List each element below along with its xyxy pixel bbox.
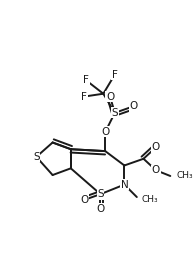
Text: F: F — [112, 70, 118, 80]
Text: O: O — [101, 127, 109, 137]
Text: S: S — [33, 152, 40, 162]
Text: O: O — [152, 142, 160, 152]
Text: F: F — [81, 92, 87, 102]
Text: O: O — [106, 92, 114, 102]
Text: O: O — [96, 204, 105, 214]
Text: CH₃: CH₃ — [177, 171, 194, 180]
Text: S: S — [112, 108, 118, 118]
Text: F: F — [83, 75, 89, 85]
Text: S: S — [97, 189, 104, 199]
Text: O: O — [130, 101, 138, 111]
Text: O: O — [80, 195, 88, 205]
Text: N: N — [121, 180, 128, 190]
Text: CH₃: CH₃ — [142, 195, 158, 204]
Text: O: O — [152, 165, 160, 175]
